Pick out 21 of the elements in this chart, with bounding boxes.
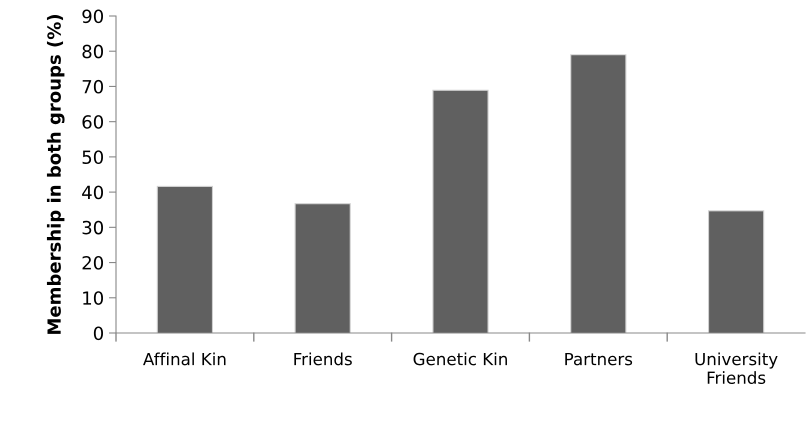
x-tick-label: Genetic Kin [414,352,507,366]
y-tick-label: 80 [82,44,103,58]
x-tick-label: Partners [565,352,632,366]
x-tick-label: Friends [294,352,352,366]
y-tick-label: 30 [82,220,103,234]
bar [432,90,489,333]
y-tick-label: 20 [82,256,103,270]
x-tick-label: Affinal Kin [143,352,226,366]
x-tick-label: University Friends [696,352,778,384]
bar [294,203,351,333]
y-tick-label: 50 [82,150,103,164]
y-tick-label: 10 [83,291,103,305]
y-tick-label: 0 [94,326,103,340]
bar [570,54,626,333]
bar [708,210,764,333]
y-tick-label: 90 [82,9,103,24]
y-axis-title: Membership in both groups (%) [46,14,65,334]
bar [156,186,214,333]
y-tick-label: 60 [82,115,103,129]
y-tick-label: 40 [82,186,103,200]
y-tick-label: 70 [82,80,103,94]
